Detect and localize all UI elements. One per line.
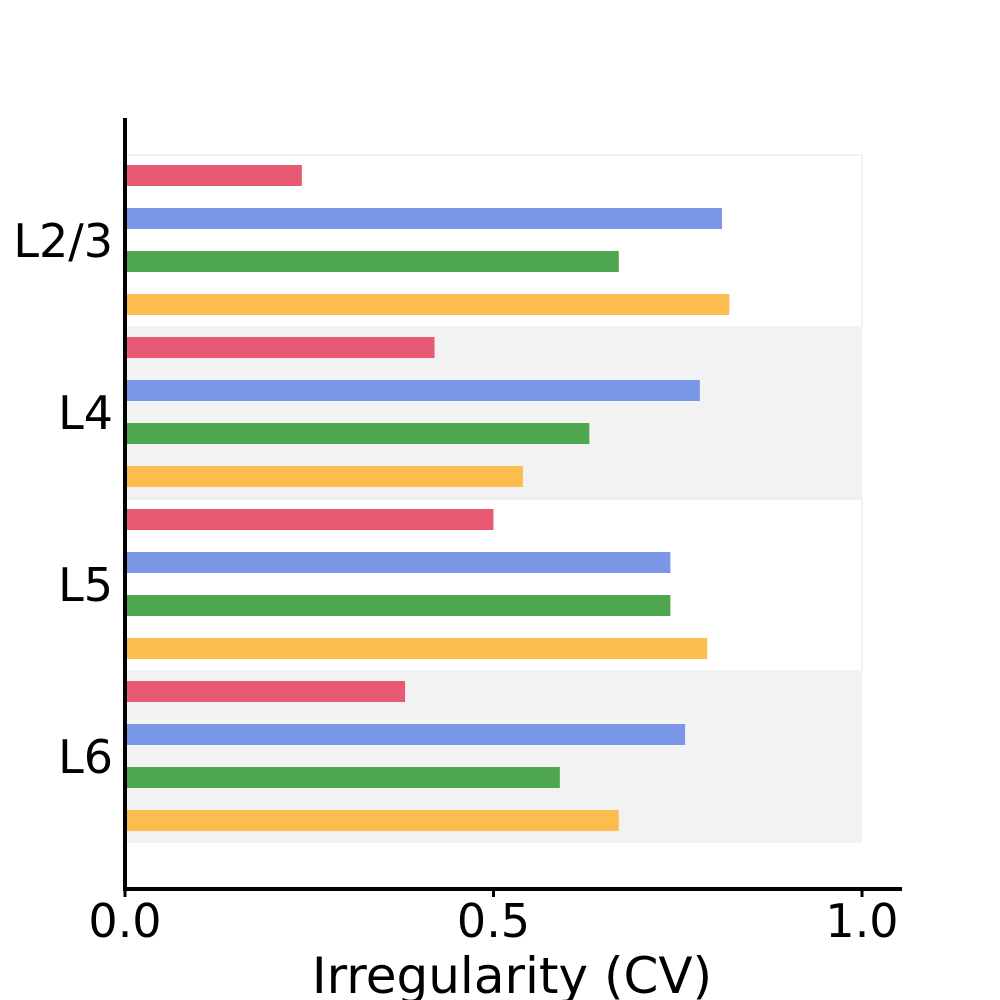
bar-L6-series-1: [125, 724, 686, 745]
x-tick-label: 0.0: [88, 894, 161, 948]
bar-L6-series-0: [125, 681, 406, 702]
bars: [125, 165, 730, 831]
bar-L2/3-series-2: [125, 251, 619, 272]
bar-L5-series-2: [125, 595, 671, 616]
bar-L4-series-1: [125, 380, 700, 401]
bar-L2/3-series-0: [125, 165, 302, 186]
bar-L4-series-3: [125, 466, 523, 487]
bar-L4-series-0: [125, 337, 435, 358]
x-axis-title: Irregularity (CV): [312, 947, 712, 1000]
bar-L6-series-3: [125, 810, 619, 831]
bar-L2/3-series-1: [125, 208, 722, 229]
axes: [123, 118, 902, 891]
y-tick-labels: L2/3 L4 L5 L6: [13, 214, 113, 784]
bar-L5-series-0: [125, 509, 494, 530]
bar-L5-series-1: [125, 552, 671, 573]
bar-L6-series-2: [125, 767, 560, 788]
y-tick-label: L2/3: [13, 214, 113, 268]
y-tick-label: L6: [58, 730, 113, 784]
bar-L5-series-3: [125, 638, 708, 659]
x-tick-label: 1.0: [825, 894, 898, 948]
y-tick-label: L5: [58, 558, 113, 612]
y-tick-label: L4: [58, 386, 113, 440]
bar-L4-series-2: [125, 423, 590, 444]
x-tick-labels: 0.0 0.5 1.0: [88, 889, 899, 948]
x-tick-label: 0.5: [457, 894, 530, 948]
bar-L2/3-series-3: [125, 294, 730, 315]
